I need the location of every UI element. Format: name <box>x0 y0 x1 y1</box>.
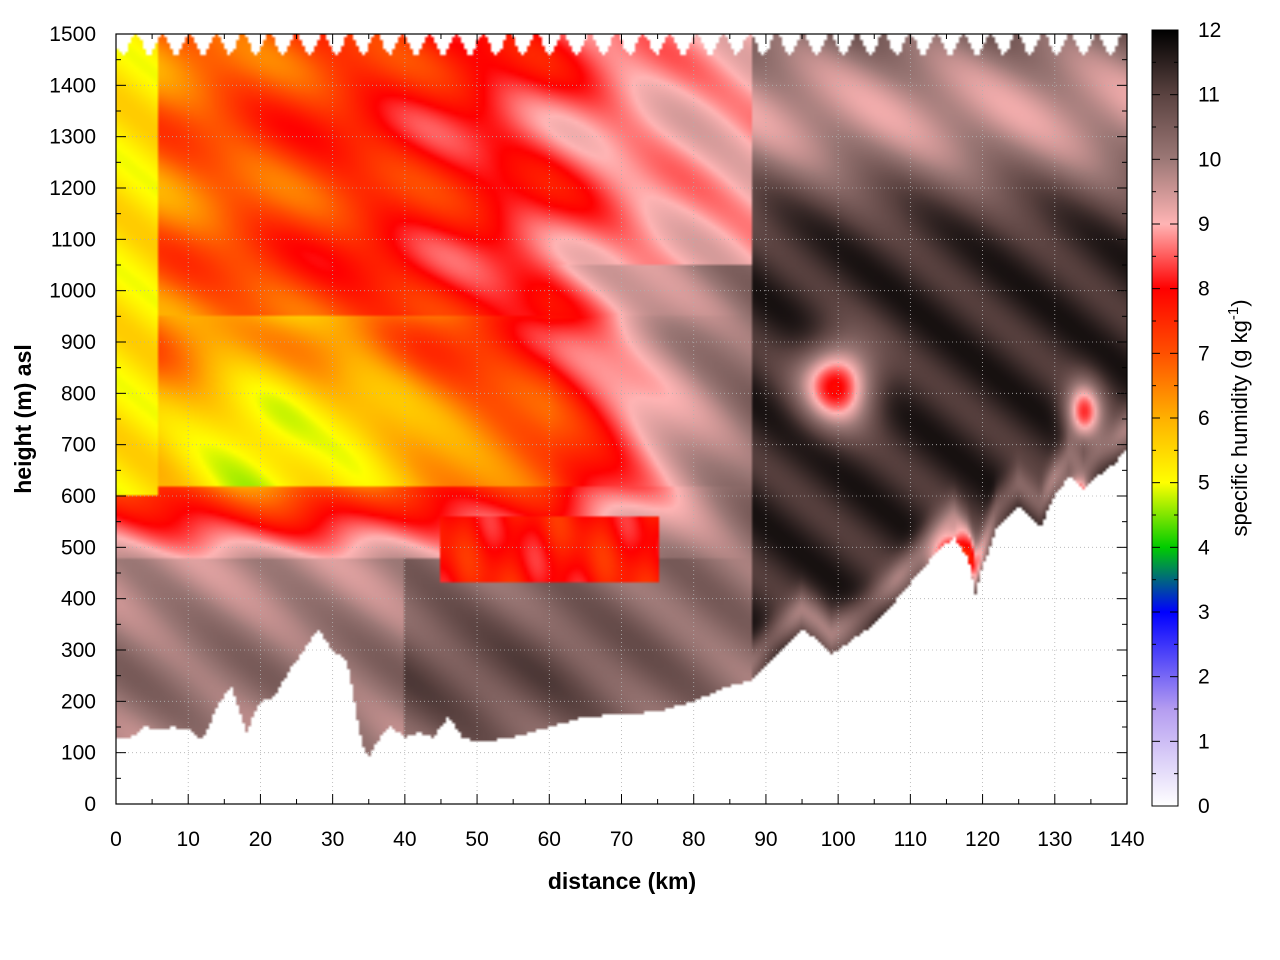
x-tick-labels: 0 10 20 30 40 50 60 70 80 90 100 110 120 130 140 <box>110 828 1144 851</box>
colorbar-title-sup: -1 <box>1225 307 1242 320</box>
x-tick-label: 0 <box>110 828 122 851</box>
x-tick-label: 90 <box>754 828 777 851</box>
y-tick-label: 700 <box>61 434 96 457</box>
colorbar-tick-label: 9 <box>1198 213 1210 236</box>
colorbar-tick-label: 11 <box>1198 84 1220 107</box>
colorbar-title: specific humidity (g kg-1) <box>1225 299 1252 536</box>
y-tick-label: 400 <box>61 588 96 611</box>
colorbar-tick-label: 4 <box>1198 536 1210 559</box>
x-tick-label: 140 <box>1109 828 1144 851</box>
y-tick-label: 1300 <box>49 126 96 149</box>
x-axis-title: distance (km) <box>548 868 696 894</box>
x-tick-label: 70 <box>610 828 633 851</box>
colorbar-tick-label: 3 <box>1198 601 1210 624</box>
colorbar-tick-label: 7 <box>1198 342 1210 365</box>
x-tick-label: 100 <box>821 828 856 851</box>
y-tick-label: 0 <box>84 793 96 816</box>
colorbar-title-end: ) <box>1227 299 1252 306</box>
colorbar-tick-label: 12 <box>1198 19 1221 42</box>
colorbar-tick-label: 0 <box>1198 795 1210 818</box>
y-tick-labels: 0 100 200 300 400 500 600 700 800 900 1000 1100 1200… <box>49 23 96 816</box>
colorbar-tick-label: 10 <box>1198 148 1221 171</box>
y-tick-label: 800 <box>61 382 96 405</box>
plot-frame <box>115 33 1128 805</box>
x-tick-label: 80 <box>682 828 705 851</box>
colorbar-tick-label: 1 <box>1198 730 1210 753</box>
y-tick-label: 1000 <box>49 280 96 303</box>
x-tick-label: 60 <box>538 828 561 851</box>
x-tick-label: 30 <box>321 828 344 851</box>
y-tick-label: 300 <box>61 639 96 662</box>
grid-lines <box>116 34 1127 804</box>
x-tick-label: 10 <box>177 828 200 851</box>
y-tick-label: 1500 <box>49 23 96 46</box>
colorbar-tick-label: 2 <box>1198 666 1210 689</box>
colorbar-tick-label: 5 <box>1198 472 1210 495</box>
colorbar-tick-label: 8 <box>1198 278 1210 301</box>
x-tick-label: 120 <box>965 828 1000 851</box>
y-tick-label: 100 <box>61 742 96 765</box>
colorbar-title-main: specific humidity (g kg <box>1227 320 1252 536</box>
y-tick-label: 1100 <box>51 228 96 251</box>
x-tick-label: 50 <box>465 828 488 851</box>
x-tick-label: 20 <box>249 828 272 851</box>
x-tick-label: 110 <box>894 828 927 851</box>
y-tick-label: 1200 <box>49 177 96 200</box>
colorbar-tick-label: 6 <box>1198 407 1210 430</box>
y-tick-label: 200 <box>61 690 96 713</box>
colorbar-ticks <box>1152 29 1178 807</box>
y-tick-label: 600 <box>61 485 96 508</box>
x-tick-label: 130 <box>1037 828 1072 851</box>
y-axis-title: height (m) asl <box>10 344 36 494</box>
y-tick-label: 500 <box>61 536 96 559</box>
y-tick-label: 900 <box>61 331 96 354</box>
x-tick-label: 40 <box>393 828 416 851</box>
y-tick-label: 1400 <box>49 74 96 97</box>
